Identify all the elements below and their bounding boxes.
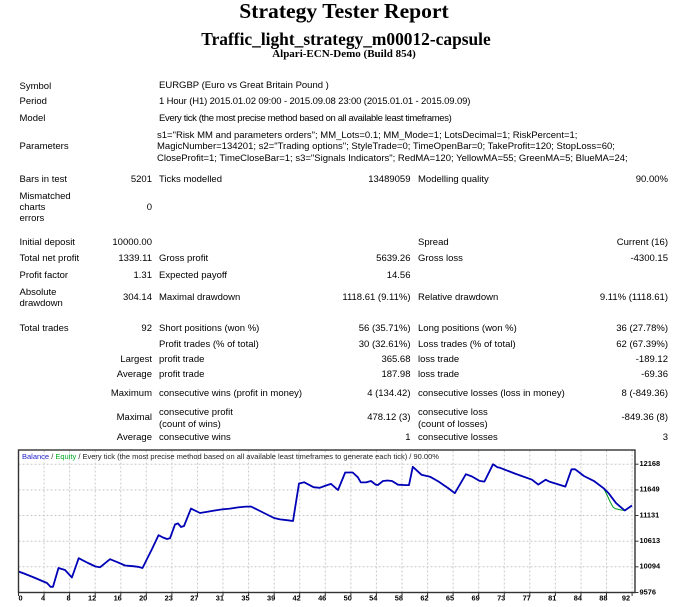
svg-text:12168: 12168 [640,459,661,468]
svg-text:10094: 10094 [640,562,661,571]
svg-text:69: 69 [471,593,479,602]
svg-text:Balance / Equity / Every tick: Balance / Equity / Every tick (the most … [22,452,439,461]
svg-text:27: 27 [190,593,198,602]
svg-text:16: 16 [114,593,122,602]
svg-text:81: 81 [548,593,556,602]
svg-text:0: 0 [19,593,23,602]
svg-text:42: 42 [292,593,300,602]
svg-text:84: 84 [574,593,583,602]
svg-text:39: 39 [267,593,275,602]
svg-text:92: 92 [622,593,630,602]
svg-text:11649: 11649 [640,485,660,494]
svg-text:62: 62 [420,593,428,602]
svg-text:20: 20 [139,593,147,602]
svg-text:9576: 9576 [640,587,656,596]
svg-text:11131: 11131 [640,510,660,519]
svg-text:12: 12 [88,593,96,602]
svg-text:35: 35 [241,593,249,602]
svg-text:46: 46 [318,593,326,602]
svg-text:8: 8 [66,593,70,602]
svg-text:50: 50 [344,593,352,602]
svg-text:77: 77 [523,593,531,602]
svg-text:65: 65 [446,593,454,602]
svg-text:54: 54 [369,593,378,602]
svg-text:4: 4 [41,593,46,602]
svg-text:10613: 10613 [640,536,661,545]
svg-text:58: 58 [395,593,403,602]
svg-text:23: 23 [165,593,173,602]
svg-text:88: 88 [599,593,607,602]
svg-text:31: 31 [216,593,224,602]
svg-text:73: 73 [497,593,505,602]
